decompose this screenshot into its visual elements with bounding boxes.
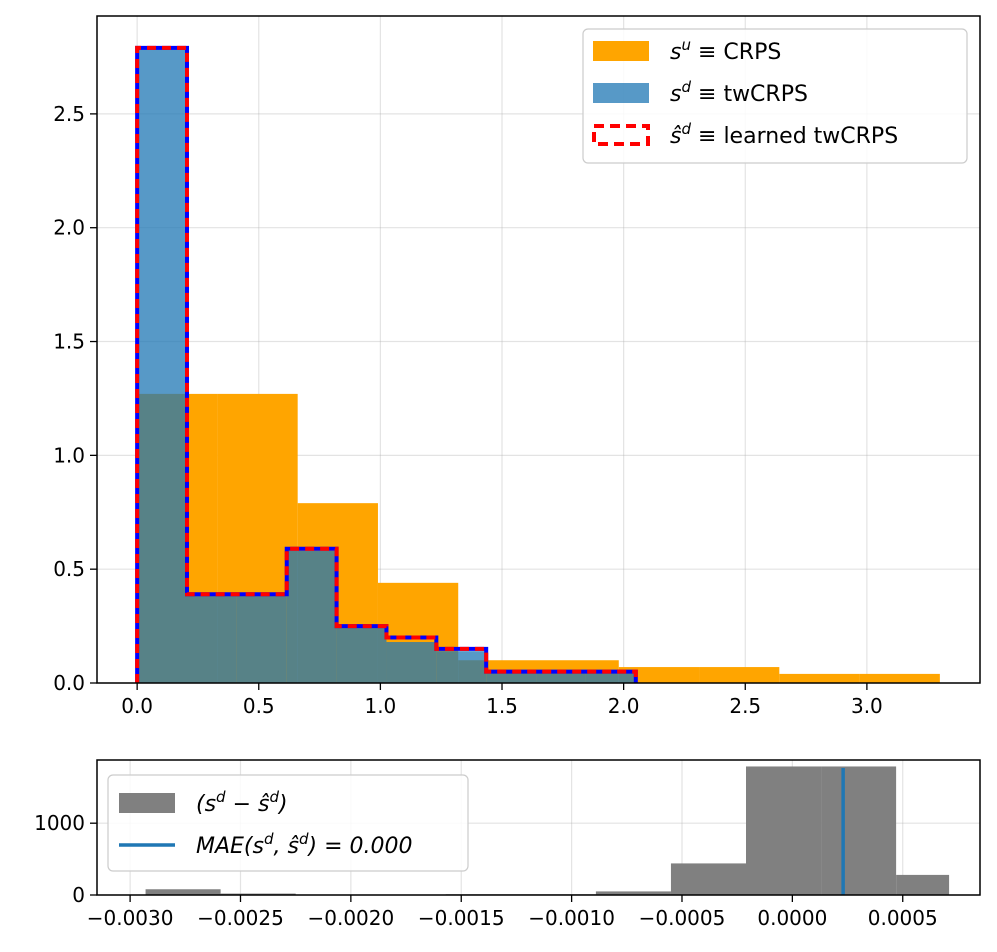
top-legend: su ≡ CRPS sd ≡ twCRPS ŝd ≡ learned twCRP… xyxy=(582,28,968,164)
hist-bar-twcrps xyxy=(536,671,586,683)
top-x-tick-label: 1.5 xyxy=(486,694,518,718)
top-y-tick-label: 0.0 xyxy=(53,671,85,695)
hist-bar-twcrps xyxy=(336,626,387,683)
bottom-legend-box xyxy=(107,774,469,872)
hist-bar-crps xyxy=(699,667,780,683)
top-x-tick-label: 0.5 xyxy=(243,694,275,718)
hist-bar-twcrps xyxy=(585,671,636,683)
top-y-tick-label: 1.0 xyxy=(53,443,85,467)
hist-bar-twcrps xyxy=(137,47,188,684)
top-y-tick-label: 2.5 xyxy=(53,102,85,126)
bottom-x-tick-label: 0.0005 xyxy=(868,906,938,930)
top-learned-outline xyxy=(135,45,638,683)
hist-bar-difference xyxy=(746,766,822,895)
bottom-x-tick-label: −0.0020 xyxy=(307,906,394,930)
hist-bar-twcrps xyxy=(386,642,437,683)
top-x-tick-label: 1.0 xyxy=(364,694,396,718)
learned-outline-dashes xyxy=(135,45,638,683)
legend-swatch-crps xyxy=(593,41,649,61)
legend-label-twcrps: sd ≡ twCRPS xyxy=(670,78,808,107)
hist-bar-difference xyxy=(896,874,950,895)
bottom-x-tick-label: −0.0010 xyxy=(528,906,615,930)
hist-bar-twcrps xyxy=(236,594,287,683)
legend-swatch-twcrps xyxy=(593,83,649,103)
top-x-ticks: 0.0 0.5 1.0 1.5 2.0 2.5 3.0 xyxy=(121,683,883,718)
bottom-x-tick-label: −0.0025 xyxy=(197,906,284,930)
hist-bar-crps xyxy=(779,673,860,683)
top-legend-box xyxy=(582,28,968,164)
hist-bar-difference xyxy=(821,766,897,895)
hist-bar-twcrps xyxy=(187,594,237,683)
legend-label-difference: (sd − ŝd) xyxy=(196,788,288,817)
hist-bar-twcrps xyxy=(436,651,487,683)
bottom-x-tick-label: −0.0015 xyxy=(418,906,505,930)
top-x-tick-label: 0.0 xyxy=(121,694,153,718)
bottom-y-tick-label: 1000 xyxy=(34,811,85,835)
top-x-tick-label: 3.0 xyxy=(851,694,883,718)
hist-bar-twcrps xyxy=(286,550,337,683)
bottom-y-ticks: 0 1000 xyxy=(34,811,97,907)
bottom-x-ticks: −0.0030 −0.0025 −0.0020 −0.0015 −0.0010 −0.00… xyxy=(87,895,938,930)
top-y-ticks: 0.0 0.5 1.0 1.5 2.0 2.5 xyxy=(53,102,97,695)
top-x-tick-label: 2.0 xyxy=(608,694,640,718)
top-y-tick-label: 1.5 xyxy=(53,330,85,354)
hist-bar-twcrps xyxy=(486,671,537,683)
bottom-axes-frame xyxy=(96,759,981,896)
top-y-tick-label: 2.0 xyxy=(53,216,85,240)
legend-swatch-difference xyxy=(119,793,175,813)
legend-label-crps: su ≡ CRPS xyxy=(670,36,781,65)
legend-label-learned: ŝd ≡ learned twCRPS xyxy=(670,120,898,149)
bottom-legend: (sd − ŝd) MAE(sd, ŝd) = 0.000 xyxy=(107,774,469,872)
bottom-x-tick-label: 0.0000 xyxy=(757,906,827,930)
hist-bar-difference xyxy=(145,889,221,895)
top-y-tick-label: 0.5 xyxy=(53,557,85,581)
top-axes-frame xyxy=(96,15,981,684)
top-histogram: 0.0 0.5 1.0 1.5 2.0 2.5 3.0 0.0 0.5 1.0 1.5 2.0 2.5… xyxy=(53,15,981,718)
hist-bar-crps xyxy=(618,667,700,683)
bottom-x-tick-label: −0.0005 xyxy=(639,906,726,930)
legend-label-mae: MAE(sd, ŝd) = 0.000 xyxy=(196,830,412,859)
bottom-x-tick-label: −0.0030 xyxy=(87,906,174,930)
legend-swatch-learned xyxy=(592,124,650,146)
bottom-bars xyxy=(145,766,950,895)
top-bars xyxy=(137,47,940,684)
hist-bar-difference xyxy=(670,863,747,895)
bottom-y-tick-label: 0 xyxy=(72,883,85,907)
hist-bar-crps xyxy=(859,673,940,683)
top-x-tick-label: 2.5 xyxy=(729,694,761,718)
bottom-histogram: −0.0030 −0.0025 −0.0020 −0.0015 −0.0010 −0.00… xyxy=(34,759,981,930)
hist-bar-difference xyxy=(595,891,671,895)
